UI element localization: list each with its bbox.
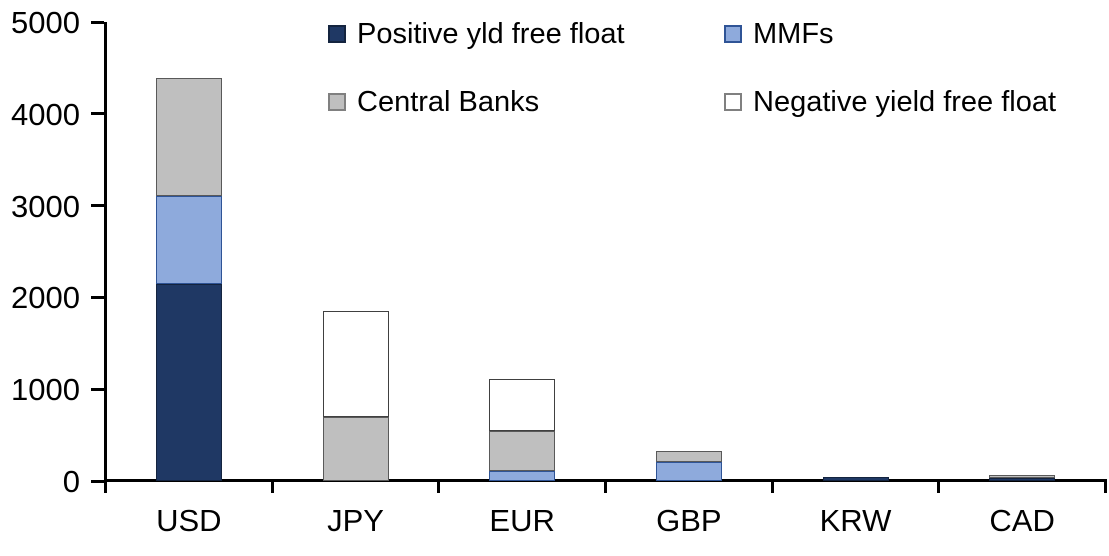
bar-segment-cad-central-banks [989,474,1056,479]
bar-segment-cad-positive-yld-free-float [989,478,1056,481]
legend-label: Negative yield free float [753,85,1057,118]
bar-segment-eur-mmfs [489,470,556,481]
legend-label: Positive yld free float [357,17,625,50]
legend-item-negative-yield-free-float: Negative yield free float [724,85,1057,118]
x-axis-category-label-cad: CAD [989,503,1055,538]
y-axis-tick-label: 4000 [11,96,80,132]
bar-segment-eur-central-banks [489,431,556,471]
bar-segment-jpy-negative-yield-free-float [322,311,389,417]
legend-item-central-banks: Central Banks [328,85,540,118]
y-axis-tick-label: 1000 [11,372,80,408]
y-axis-tick-label: 5000 [11,5,80,40]
bar-segment-eur-negative-yield-free-float [489,379,556,432]
bar-segment-jpy-central-banks [322,416,389,481]
y-axis-tick [91,20,104,24]
x-axis-tick [770,479,774,493]
legend-label: MMFs [753,17,834,50]
legend-item-positive-yld-free-float: Positive yld free float [328,17,625,50]
y-axis-tick [91,204,104,208]
x-axis-tick [270,479,274,493]
legend-swatch-icon [724,25,742,43]
legend-label: Central Banks [357,85,540,118]
x-axis-tick [1104,479,1107,493]
y-axis-line [104,22,107,492]
bar-segment-usd-mmfs [155,196,222,284]
x-axis-category-label-krw: KRW [819,503,892,538]
x-axis-category-label-eur: EUR [489,503,555,538]
bar-segment-gbp-mmfs [655,461,722,481]
legend-swatch-icon [328,25,346,43]
y-axis-tick [91,295,104,299]
x-axis-tick [937,479,941,493]
y-axis-tick-label: 2000 [11,280,80,316]
x-axis-category-label-usd: USD [156,503,222,538]
x-axis-category-label-gbp: GBP [656,503,722,538]
y-axis-tick [91,479,104,483]
bar-segment-krw-positive-yld-free-float [822,477,889,481]
y-axis-tick [91,387,104,391]
bar-segment-usd-positive-yld-free-float [155,283,222,481]
legend-item-mmfs: MMFs [724,17,834,50]
bar-segment-gbp-central-banks [655,450,722,462]
x-axis-tick [104,479,107,493]
legend-swatch-icon [328,93,346,111]
bar-segment-usd-central-banks [155,77,222,197]
y-axis-tick-label: 0 [62,464,80,499]
y-axis-tick-label: 3000 [11,188,80,224]
x-axis-category-label-jpy: JPY [327,503,384,538]
x-axis-tick [437,479,441,493]
x-axis-tick [604,479,607,493]
y-axis-tick [91,112,104,116]
legend-swatch-icon [724,93,742,111]
